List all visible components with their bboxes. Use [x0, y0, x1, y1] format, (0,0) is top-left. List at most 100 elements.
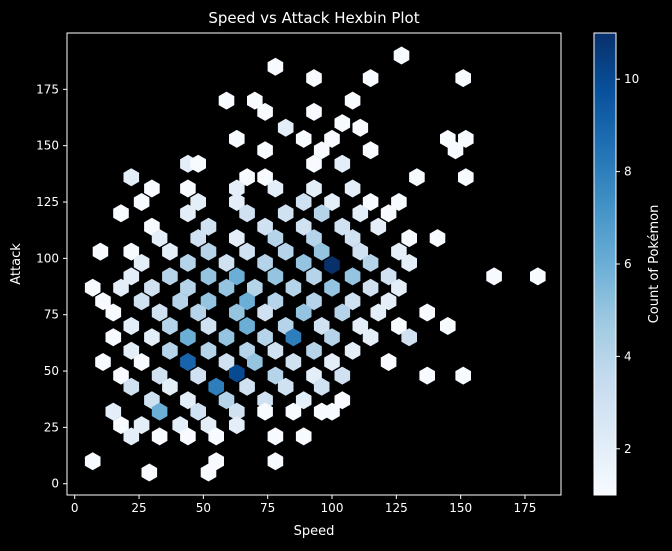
hexbin-cell [409, 168, 425, 187]
hexbin-cell [419, 366, 435, 385]
hexbin-cell [455, 69, 471, 88]
hexbin-cell [105, 303, 122, 322]
hexbin-cell [391, 317, 407, 335]
hexbin-cell [180, 253, 196, 272]
hexbin-cell [162, 267, 178, 286]
hexbin-cell [295, 427, 312, 446]
hexbin-cell [257, 391, 273, 410]
hexbin-cell [267, 292, 284, 311]
hexbin-cell [162, 317, 178, 335]
hexbin-cell [218, 253, 235, 272]
x-axis-ticks: 0 25 50 75 100 125 150 175 [71, 495, 536, 515]
hexbin-cell [458, 168, 474, 187]
hexbin-cell [440, 317, 456, 335]
hexbin-cell [162, 377, 178, 396]
hexbin-cell [218, 391, 235, 410]
hexbin-cell [306, 341, 322, 360]
hexbin-cell [92, 242, 109, 261]
hexbin-cell [133, 416, 150, 435]
hexbin-cell [306, 292, 322, 311]
hexbin-cell [344, 91, 361, 110]
hexbin-cell [447, 141, 464, 160]
hexbin-cell [267, 267, 284, 286]
y-tick-label: 25 [44, 420, 59, 434]
y-tick-label: 50 [44, 364, 59, 378]
hexbin-cell [113, 416, 129, 435]
hexbin-cell [257, 217, 273, 236]
hexbin-cell [267, 452, 284, 471]
hexbin-cell [162, 242, 178, 261]
hexbin-cell [306, 102, 322, 121]
hexbin-cell [295, 129, 312, 148]
colorbar-label: Count of Pokémon [647, 205, 662, 324]
x-tick-label: 25 [131, 501, 146, 515]
colorbar-tick-label: 4 [624, 349, 632, 363]
hexbin-cell [123, 317, 140, 335]
hexbin-cell [247, 278, 263, 297]
hexbin-cell [344, 267, 361, 286]
hexbin-cell [370, 303, 387, 322]
hexbin-cell [190, 303, 206, 322]
hexbin-cell [380, 353, 397, 371]
colorbar [593, 32, 617, 496]
x-tick-label: 150 [449, 501, 472, 515]
hexbin-cell [123, 377, 140, 396]
hexbin-cell [344, 292, 361, 311]
hexbin-cell [352, 204, 369, 223]
hexbin-cell [334, 114, 351, 133]
x-tick-label: 75 [260, 501, 275, 515]
hexbin-cell [344, 179, 361, 198]
hexbin-cell [313, 141, 330, 160]
hexbin-cell [123, 267, 140, 286]
hexbin-cell [267, 229, 284, 248]
hexbin-cell [324, 256, 340, 275]
hexbin-cell [200, 292, 217, 311]
hexbin-cell [380, 267, 397, 286]
hexbin-cell [229, 267, 245, 286]
hexbin-cell [141, 463, 158, 482]
hexbin-cell [190, 193, 206, 211]
colorbar-tick-label: 10 [624, 72, 639, 86]
hexbin-cell [458, 129, 474, 148]
hexbin-cell [113, 366, 129, 385]
hexbin-cell [218, 91, 235, 110]
hexbin-cell [295, 193, 312, 211]
hexbin-cell [401, 328, 417, 347]
hexbin-cell [344, 341, 361, 360]
hexbin-cell [218, 353, 235, 371]
hexbin-cell [324, 402, 340, 421]
hexbin-cell [393, 46, 410, 65]
hexbin-cell [277, 204, 294, 223]
hexbin-cell [229, 402, 245, 421]
y-tick-label: 100 [36, 251, 59, 265]
hexbin-cell [229, 303, 245, 322]
hexbin-cell [123, 427, 140, 446]
hexbin-cell [285, 353, 302, 371]
hexbin-cell [352, 242, 369, 261]
hexbin-cell [324, 353, 340, 371]
hexbin-cell [123, 168, 140, 187]
colorbar-tick-label: 6 [624, 257, 632, 271]
hexbin-cell [144, 278, 160, 297]
hexbin-cell [267, 341, 284, 360]
hexbin-cell [239, 292, 255, 311]
hexbin-cell [295, 391, 312, 410]
hexbin-cell [229, 416, 245, 435]
hexbin-cell [151, 427, 168, 446]
hexbin-cell [257, 402, 273, 421]
hexbin-cell [370, 217, 387, 236]
hexbin-cell [190, 366, 206, 385]
hexbin-cell [455, 366, 471, 385]
hexbin-cell [113, 278, 129, 297]
hexbin-cell [180, 391, 196, 410]
hexbin-cell [267, 427, 284, 446]
hexbin-cell [257, 141, 273, 160]
hexbin-cell [229, 129, 245, 148]
hexbin-cell [306, 229, 322, 248]
hexbin-cell [95, 353, 111, 371]
hexbin-cell [133, 193, 150, 211]
hexbin-cell [190, 154, 206, 173]
y-tick-label: 125 [36, 195, 59, 209]
